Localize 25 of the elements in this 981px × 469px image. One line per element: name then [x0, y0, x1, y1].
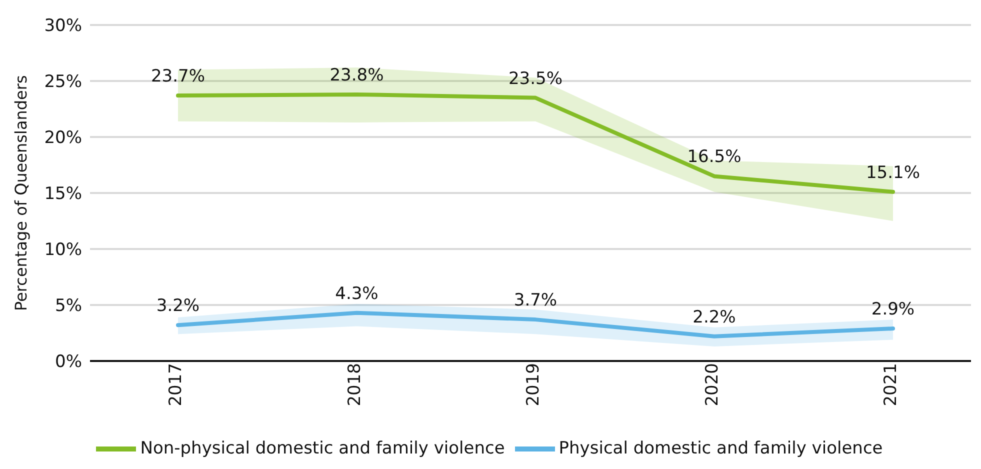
- x-tick-label: 2017: [166, 363, 186, 406]
- y-axis-title: Percentage of Queenslanders: [12, 75, 31, 311]
- y-tick-label: 0%: [55, 352, 82, 372]
- y-tick-label: 30%: [44, 16, 82, 36]
- data-label: 15.1%: [866, 162, 920, 183]
- x-tick-label: 2018: [344, 363, 365, 406]
- x-tick-label: 2021: [881, 363, 902, 406]
- x-tick-label: 2019: [524, 363, 544, 406]
- data-label: 2.9%: [871, 300, 915, 320]
- y-tick-label: 5%: [55, 296, 82, 316]
- x-tick-label: 2020: [702, 363, 722, 406]
- legend-label: Physical domestic and family violence: [558, 438, 883, 459]
- y-tick-label: 10%: [44, 240, 82, 260]
- data-label: 23.8%: [330, 65, 384, 86]
- y-tick-label: 25%: [44, 72, 82, 92]
- data-label: 3.2%: [156, 296, 200, 316]
- data-label: 23.7%: [150, 66, 206, 87]
- data-label: 16.5%: [687, 147, 742, 168]
- data-label: 23.5%: [508, 68, 563, 89]
- data-label: 3.7%: [514, 290, 558, 311]
- y-tick-label: 15%: [44, 184, 82, 204]
- data-label: 4.3%: [335, 284, 378, 304]
- data-label: 2.2%: [692, 307, 736, 328]
- legend-label: Non-physical domestic and family violence: [140, 438, 505, 459]
- y-tick-label: 20%: [44, 128, 82, 148]
